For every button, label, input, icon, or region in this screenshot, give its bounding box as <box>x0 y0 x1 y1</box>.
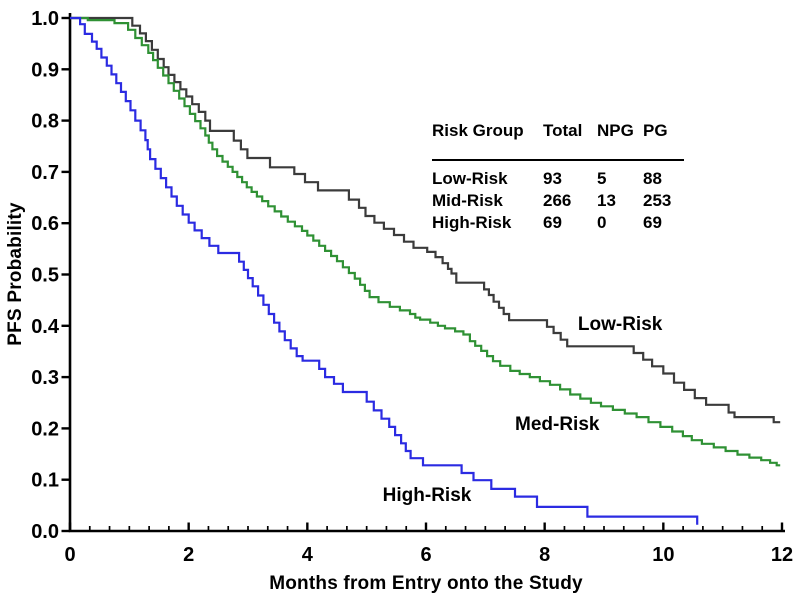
risk-table-row-high: High-Risk 69 0 69 <box>432 212 684 234</box>
y-tick-label: 0.4 <box>31 316 60 338</box>
risk-table-row-mid: Mid-Risk 266 13 253 <box>432 190 684 212</box>
low-risk-curve <box>70 16 781 424</box>
x-tick-label: 8 <box>539 544 550 566</box>
high-risk-curve <box>70 16 699 525</box>
x-tick-label: 4 <box>302 544 314 566</box>
risk-table-divider <box>432 159 684 161</box>
x-tick-label: 0 <box>64 544 75 566</box>
y-tick-label: 0.9 <box>31 59 59 81</box>
table-cell: High-Risk <box>432 213 512 232</box>
table-cell: 0 <box>597 213 607 232</box>
table-cell: 93 <box>543 169 562 188</box>
y-tick-label: 0.8 <box>31 111 59 133</box>
table-cell: 88 <box>643 169 662 188</box>
y-tick-label: 0.0 <box>31 521 59 543</box>
table-cell: 13 <box>597 191 616 210</box>
med-risk-curve <box>70 16 781 467</box>
y-tick-label: 0.5 <box>31 265 59 287</box>
x-tick-label: 2 <box>183 544 194 566</box>
curve-label-low-risk: Low-Risk <box>577 314 663 335</box>
curve-label-high-risk: High-Risk <box>382 484 472 506</box>
risk-table-row-low: Low-Risk 93 5 88 <box>432 168 684 190</box>
table-cell: Low-Risk <box>432 169 508 188</box>
x-tick-label: 6 <box>420 544 431 566</box>
x-axis-title: Months from Entry onto the Study <box>269 573 583 594</box>
table-cell: 69 <box>543 213 562 232</box>
table-cell: 253 <box>643 191 672 210</box>
curve-label-med-risk: Med-Risk <box>515 414 600 436</box>
y-tick-label: 0.7 <box>31 162 59 184</box>
x-tick-label: 12 <box>771 544 793 566</box>
y-tick-label: 0.1 <box>31 470 59 492</box>
risk-table: Risk Group Total NPG PG Low-Risk 93 5 88… <box>432 122 684 234</box>
x-tick-label: 10 <box>652 544 674 566</box>
table-cell: 266 <box>543 191 572 210</box>
y-tick-label: 0.3 <box>31 367 59 389</box>
table-cell: 69 <box>643 213 662 232</box>
y-tick-label: 1.0 <box>31 8 59 30</box>
y-axis-title: PFS Probability <box>5 202 26 346</box>
risk-table-header-total: Total <box>543 121 583 140</box>
risk-table-header-row: Risk Group Total NPG PG <box>432 122 684 139</box>
table-cell: 5 <box>597 169 607 188</box>
y-tick-label: 0.6 <box>31 213 59 235</box>
y-tick-label: 0.2 <box>31 418 59 440</box>
risk-table-header-pg: PG <box>643 121 668 140</box>
table-cell: Mid-Risk <box>432 191 503 210</box>
risk-table-header-npg: NPG <box>597 121 634 140</box>
risk-table-header-group: Risk Group <box>432 121 524 140</box>
